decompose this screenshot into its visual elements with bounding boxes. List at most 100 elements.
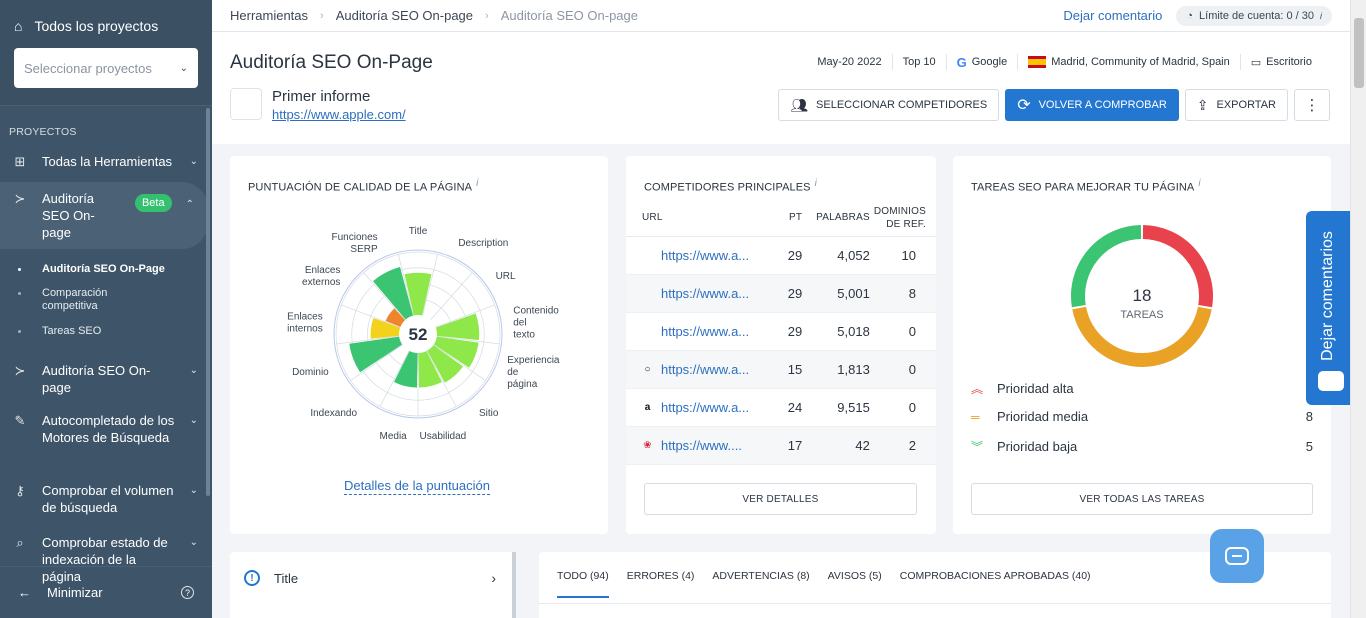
report-meta: May-20 2022 Top 10 G Google Madrid, Commu… [807, 54, 1322, 70]
help-icon[interactable]: ? [181, 586, 194, 599]
score-details-link[interactable]: Detalles de la puntuación [344, 478, 490, 495]
table-row[interactable]: https://www.a... 29 5,001 8 [626, 274, 936, 313]
info-icon: i [1320, 10, 1322, 21]
table-header-row: URL PT PALABRAS DOMINIOS DE REF. [626, 200, 936, 237]
sidebar-item-all-tools[interactable]: ⊞ Todas la Herramientas ⌄ [0, 146, 212, 182]
sidebar-scrollbar[interactable] [206, 108, 210, 496]
competitor-url-link[interactable]: ❀ https://www.... [643, 437, 742, 453]
tab-notices[interactable]: AVISOS (5) [827, 570, 882, 582]
radar-segment-11 [385, 308, 406, 327]
competitor-url-link[interactable]: https://www.a... [642, 324, 774, 339]
radar-label-9: Dominio [292, 367, 329, 378]
radar-label-7: Media [379, 431, 407, 442]
radar-grid-spoke [422, 254, 438, 316]
radar-segment-6 [418, 350, 442, 388]
sidebar-subitem-seo-audit[interactable]: Auditoría SEO On-Page [0, 263, 212, 276]
radar-label-11: Enlaces externos [302, 265, 340, 288]
breadcrumb-current: Auditoría SEO On-page [500, 8, 638, 23]
sidebar-item-search-volume[interactable]: ⚷ Comprobar el volumen de búsqueda ⌄ [0, 482, 212, 534]
leave-comment-link[interactable]: Dejar comentario [1063, 8, 1163, 23]
double-chevron-down-icon: ︾ [971, 440, 984, 454]
competitor-url-link[interactable]: a https://www.a... [642, 400, 774, 415]
breadcrumb-audit[interactable]: Auditoría SEO On-page [335, 8, 474, 23]
red-flower-icon: ❀ [643, 439, 652, 451]
radar-label-2: URL [496, 271, 516, 282]
select-competitors-button[interactable]: 👥︎ SELECCIONAR COMPETIDORES [778, 89, 1000, 121]
cell-domains: 0 [873, 350, 936, 389]
cell-words: 5,018 [812, 312, 874, 351]
radar-label-12: Funciones SERP [332, 232, 378, 255]
sidebar-item-seo-audit[interactable]: ≻ Auditoría SEO On-page ⌄ [0, 362, 212, 412]
cell-domains: 0 [873, 388, 936, 427]
header-actions: 👥︎ SELECCIONAR COMPETIDORES ⟳ VOLVER A C… [778, 89, 1330, 121]
beta-badge: Beta [134, 194, 172, 212]
table-row[interactable]: ❀ https://www.... 17 42 2 [626, 426, 936, 465]
sidebar-section-title: PROYECTOS [9, 126, 77, 138]
view-all-tasks-button[interactable]: VER TODAS LAS TAREAS [971, 483, 1313, 515]
competitor-url-link[interactable]: https://www.a... [642, 286, 774, 301]
cell-pt: 15 [773, 350, 813, 389]
more-options-button[interactable]: ⋮ [1294, 89, 1330, 121]
feedback-tab-label: Dejar comentarios [1319, 231, 1337, 361]
cell-pt: 29 [773, 274, 813, 313]
radar-grid-spoke [379, 350, 410, 407]
col-ref-domains[interactable]: DOMINIOS DE REF. [873, 200, 936, 237]
key-icon: ⚷ [15, 483, 25, 498]
feedback-side-tab[interactable]: Dejar comentarios [1306, 211, 1350, 405]
radar-grid-spoke [433, 344, 486, 381]
competitor-url-link[interactable]: ○ https://www.a... [642, 362, 774, 377]
table-row[interactable]: https://www.a... 29 5,018 0 [626, 312, 936, 351]
priority-low[interactable]: ︾ Prioridad baja 5 [971, 439, 1313, 454]
project-select[interactable]: Seleccionar proyectos ⌄ [14, 48, 198, 88]
recheck-button[interactable]: ⟳ VOLVER A COMPROBAR [1005, 89, 1179, 121]
col-pt[interactable]: PT [773, 200, 813, 237]
check-item-title[interactable]: ! Title › [244, 570, 496, 586]
col-words[interactable]: PALABRAS [812, 200, 874, 237]
info-icon: i [476, 178, 479, 189]
sidebar-item-indexation[interactable]: ⌕ Comprobar estado de indexación de la p… [0, 534, 212, 584]
sidebar-subitem-competitive[interactable]: Comparación competitiva [0, 287, 130, 313]
radar-outer-ring [333, 249, 503, 419]
table-row[interactable]: a https://www.a... 24 9,515 0 [626, 388, 936, 427]
cell-pt: 29 [773, 312, 813, 351]
competitors-table: URL PT PALABRAS DOMINIOS DE REF. https:/… [626, 200, 936, 465]
all-projects-link[interactable]: ⌂ Todos los proyectos [14, 18, 159, 34]
report-top: Top 10 [891, 54, 946, 70]
apple-icon [642, 288, 653, 299]
view-details-button[interactable]: VER DETALLES [644, 483, 917, 515]
priority-high[interactable]: ︽ Prioridad alta [971, 381, 1074, 396]
tab-warnings[interactable]: ADVERTENCIAS (8) [712, 570, 810, 582]
minimize-button[interactable]: ← Minimizar ? [0, 566, 212, 618]
competitor-url-link[interactable]: https://www.a... [642, 248, 774, 263]
chat-button[interactable] [1210, 529, 1264, 583]
breadcrumb-tools[interactable]: Herramientas [230, 8, 309, 23]
tab-passed[interactable]: COMPROBACIONES APROBADAS (40) [899, 570, 1091, 582]
sidebar-item-autocomplete[interactable]: ✎ Autocompletado de los Motores de Búsqu… [0, 412, 212, 482]
donut-segment-2 [1071, 225, 1142, 308]
tab-errors[interactable]: ERRORES (4) [626, 570, 695, 582]
tab-all[interactable]: TODO (94) [557, 570, 609, 598]
sidebar-subitem-seo-tasks[interactable]: Tareas SEO [0, 325, 212, 338]
cell-domains: 10 [873, 236, 936, 275]
checks-tabs-panel: TODO (94) ERRORES (4) ADVERTENCIAS (8) A… [539, 552, 1331, 618]
table-row[interactable]: https://www.a... 29 4,052 10 [626, 236, 936, 275]
chat-icon [1318, 371, 1344, 391]
cell-words: 4,052 [812, 236, 874, 275]
page-scrollbar[interactable] [1350, 0, 1366, 618]
chevron-right-icon: › [491, 570, 496, 586]
report-date: May-20 2022 [817, 56, 882, 68]
report-info: Primer informe https://www.apple.com/ [230, 88, 406, 122]
report-url-link[interactable]: https://www.apple.com/ [272, 107, 406, 122]
table-row[interactable]: ○ https://www.a... 15 1,813 0 [626, 350, 936, 389]
radar-segment-10 [370, 318, 401, 339]
chevron-down-icon: ⌄ [189, 485, 198, 496]
col-url[interactable]: URL [626, 200, 774, 237]
checks-scrollbar[interactable] [512, 552, 516, 618]
export-button[interactable]: ⇪ EXPORTAR [1184, 89, 1288, 121]
radar-grid-spoke [341, 304, 401, 328]
sidebar-item-seo-audit-beta[interactable]: ≻ Auditoría SEO On-page Beta ⌃ [0, 182, 208, 249]
checks-tabs: TODO (94) ERRORES (4) ADVERTENCIAS (8) A… [557, 570, 1091, 598]
scrollbar-thumb[interactable] [1354, 18, 1364, 88]
alert-circle-icon: ! [244, 570, 260, 586]
priority-medium[interactable]: ═ Prioridad media 8 [971, 409, 1313, 424]
